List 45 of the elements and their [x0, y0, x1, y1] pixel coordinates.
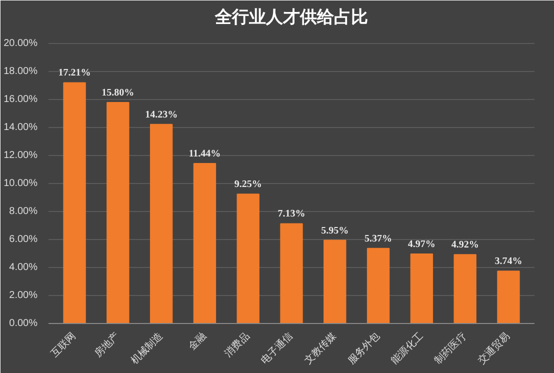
bar: [63, 82, 86, 324]
chart-title: 全行业人才供给占比: [214, 8, 368, 28]
x-tick-label: 金融: [186, 330, 209, 353]
bar: [497, 270, 520, 324]
x-tick-label: 交通贸易: [476, 330, 512, 367]
y-tick-label: 0.00%: [9, 318, 38, 329]
bar: [410, 253, 434, 324]
x-tick-label: 电子通信: [258, 330, 296, 367]
data-label: 7.13%: [278, 208, 306, 220]
bar: [366, 248, 390, 324]
y-tick-label: 2.00%: [9, 290, 38, 302]
data-label: 4.92%: [451, 240, 479, 251]
y-tick-label: 16.00%: [4, 94, 38, 106]
x-tick-label: 服务外包: [345, 330, 382, 367]
bar: [454, 254, 476, 324]
x-tick-label: 机械制造: [128, 330, 166, 367]
x-tick-label: 能源化工: [388, 330, 426, 367]
y-tick-label: 6.00%: [9, 234, 38, 246]
y-tick-label: 18.00%: [4, 66, 38, 78]
y-tick-label: 12.00%: [4, 150, 38, 162]
y-tick-label: 14.00%: [4, 122, 38, 134]
bar: [236, 194, 260, 324]
y-tick-label: 4.00%: [9, 262, 38, 274]
data-label: 11.44%: [188, 148, 221, 160]
data-label: 15.80%: [102, 87, 134, 98]
x-tick-label: 消费品: [222, 330, 252, 360]
data-label: 9.25%: [234, 179, 262, 190]
bar: [150, 124, 173, 324]
bar: [193, 162, 216, 324]
bar: [106, 102, 130, 324]
bar: [324, 240, 346, 324]
x-tick-label: 房地产: [92, 330, 122, 360]
y-tick-label: 20.00%: [4, 38, 38, 50]
x-tick-label: 文教传媒: [302, 330, 339, 367]
x-tick-label: 互联网: [48, 330, 78, 360]
data-label: 17.21%: [58, 68, 91, 79]
y-tick-label: 8.00%: [9, 206, 38, 218]
data-label: 4.97%: [408, 238, 436, 250]
bar: [280, 223, 303, 324]
x-tick-label: 制药医疗: [432, 330, 469, 367]
data-label: 3.74%: [494, 256, 522, 268]
y-tick-label: 10.00%: [4, 178, 38, 190]
data-label: 5.37%: [364, 233, 392, 244]
data-label: 14.23%: [145, 109, 178, 120]
data-label: 5.95%: [321, 225, 349, 236]
